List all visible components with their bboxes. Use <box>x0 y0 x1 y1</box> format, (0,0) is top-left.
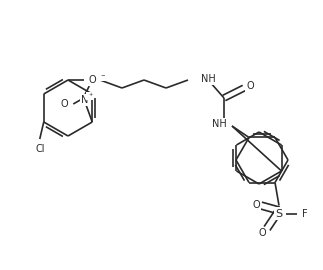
Text: $^-$: $^-$ <box>99 72 106 80</box>
Text: $^+$: $^+$ <box>87 93 94 99</box>
Text: NH: NH <box>212 119 227 129</box>
Text: S: S <box>276 208 283 218</box>
Text: NH: NH <box>201 74 216 84</box>
Text: O: O <box>258 228 266 238</box>
Text: O: O <box>252 200 260 210</box>
Text: O: O <box>246 81 254 91</box>
Text: Cl: Cl <box>35 144 45 154</box>
Text: O: O <box>60 99 68 109</box>
Text: F: F <box>302 208 308 218</box>
Text: N: N <box>80 95 88 105</box>
Text: O: O <box>89 75 97 85</box>
Text: O: O <box>88 75 96 85</box>
